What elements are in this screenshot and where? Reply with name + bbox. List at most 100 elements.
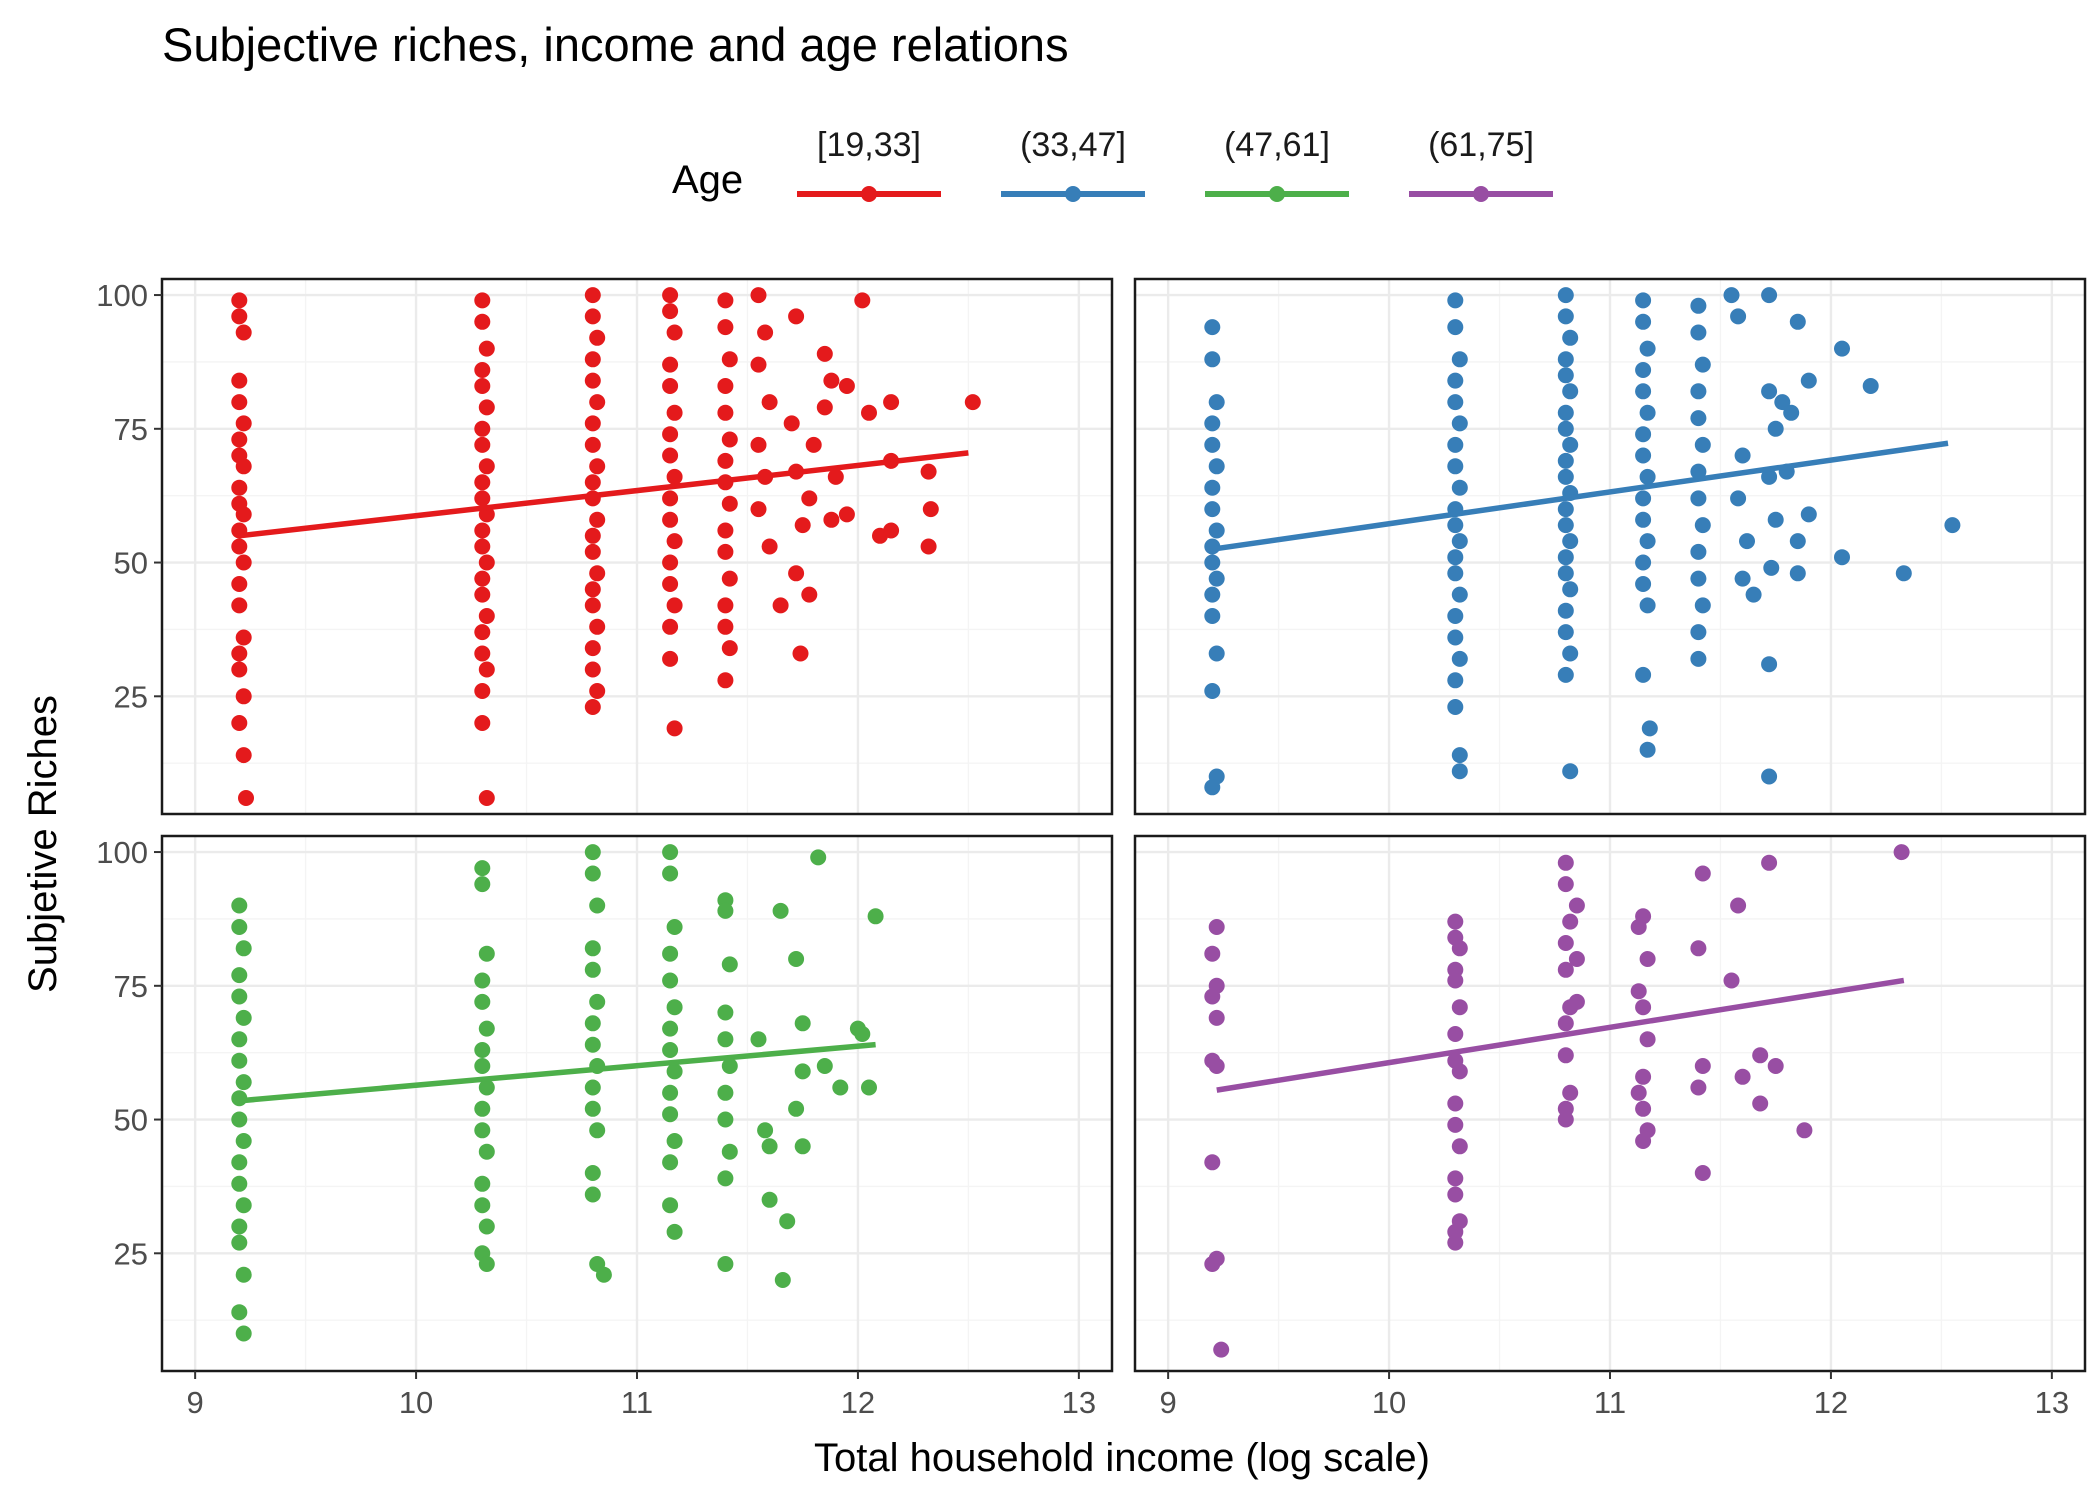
data-point — [1639, 951, 1656, 967]
data-point — [231, 1111, 248, 1128]
data-point — [474, 436, 491, 453]
data-point — [774, 1272, 791, 1288]
data-point — [1557, 1111, 1574, 1128]
data-point — [1694, 356, 1711, 373]
data-point — [474, 1058, 491, 1074]
data-point — [231, 1304, 248, 1321]
data-point — [662, 426, 679, 443]
data-point — [1557, 602, 1574, 619]
data-point — [717, 902, 734, 919]
data-point — [1451, 1063, 1468, 1080]
fit-line — [1216, 977, 1905, 1093]
data-point — [478, 790, 495, 806]
data-point — [235, 629, 252, 646]
data-point — [750, 436, 767, 453]
data-point — [235, 1074, 252, 1091]
data-point — [1557, 854, 1574, 871]
data-point — [1447, 319, 1464, 336]
data-point — [1635, 490, 1652, 507]
data-point — [231, 645, 248, 662]
data-point — [235, 747, 252, 764]
data-point — [478, 554, 495, 571]
legend-item-2: (33,47] — [1001, 126, 1145, 202]
data-point — [1635, 447, 1652, 464]
data-point — [474, 362, 491, 378]
data-point — [801, 586, 818, 603]
data-point — [1763, 559, 1780, 576]
data-point — [474, 538, 491, 555]
data-point — [589, 1122, 606, 1139]
data-point — [1690, 410, 1707, 427]
data-point — [1208, 645, 1225, 662]
data-point — [1767, 1058, 1784, 1074]
data-point — [1208, 458, 1225, 475]
data-point — [861, 404, 877, 421]
data-point — [1557, 1047, 1574, 1064]
data-point — [1204, 988, 1221, 1005]
data-point — [231, 394, 248, 411]
data-point — [1204, 319, 1221, 336]
y-tick-label: 100 — [96, 278, 148, 313]
data-point — [584, 1100, 601, 1117]
data-point — [662, 1197, 679, 1214]
data-points — [1204, 844, 1910, 1358]
data-point — [584, 844, 601, 861]
data-point — [717, 378, 734, 394]
data-point — [1761, 854, 1778, 871]
data-point — [231, 661, 248, 678]
data-point — [584, 1079, 601, 1096]
data-point — [1639, 340, 1656, 357]
data-point — [1447, 629, 1464, 646]
data-point — [721, 1143, 738, 1160]
data-point — [1208, 1009, 1225, 1026]
data-point — [794, 1063, 811, 1080]
data-point — [964, 394, 981, 411]
data-point — [1447, 394, 1464, 411]
data-point — [662, 576, 679, 592]
data-point — [717, 1170, 734, 1187]
data-point — [1690, 324, 1707, 341]
data-point — [1451, 650, 1468, 667]
data-point — [721, 495, 738, 512]
data-point — [1447, 1186, 1464, 1203]
data-point — [1789, 313, 1806, 330]
data-point — [231, 1175, 248, 1192]
data-point — [1723, 287, 1740, 304]
data-point — [231, 597, 248, 614]
data-point — [238, 790, 254, 806]
data-point — [1447, 1116, 1464, 1133]
data-point — [1635, 1133, 1652, 1149]
data-point — [1893, 844, 1910, 861]
data-point — [662, 844, 679, 861]
data-point — [1208, 1058, 1225, 1074]
data-point — [1447, 672, 1464, 689]
data-point — [474, 490, 491, 507]
data-point — [478, 1218, 495, 1235]
data-point — [474, 1122, 491, 1139]
data-point — [1635, 1068, 1652, 1085]
data-point — [1761, 383, 1778, 400]
data-point — [854, 292, 871, 309]
data-point — [662, 865, 679, 882]
data-point — [662, 378, 679, 394]
data-point — [1730, 490, 1747, 507]
data-point — [1635, 576, 1652, 592]
data-point — [478, 945, 495, 962]
data-point — [1635, 383, 1652, 400]
data-point — [794, 1138, 811, 1155]
fit-line — [1211, 440, 1949, 552]
data-point — [1694, 597, 1711, 614]
data-point — [1447, 1095, 1464, 1112]
data-point — [1562, 383, 1579, 400]
data-point — [235, 554, 252, 571]
data-point — [1208, 1250, 1225, 1267]
data-point — [1752, 1095, 1769, 1112]
data-point — [1451, 479, 1468, 496]
data-point — [721, 956, 738, 973]
data-point — [231, 431, 248, 448]
data-point — [1204, 683, 1221, 699]
data-point — [1451, 533, 1468, 550]
data-point — [1944, 517, 1961, 534]
data-point — [584, 961, 601, 978]
data-point — [1630, 983, 1647, 1000]
